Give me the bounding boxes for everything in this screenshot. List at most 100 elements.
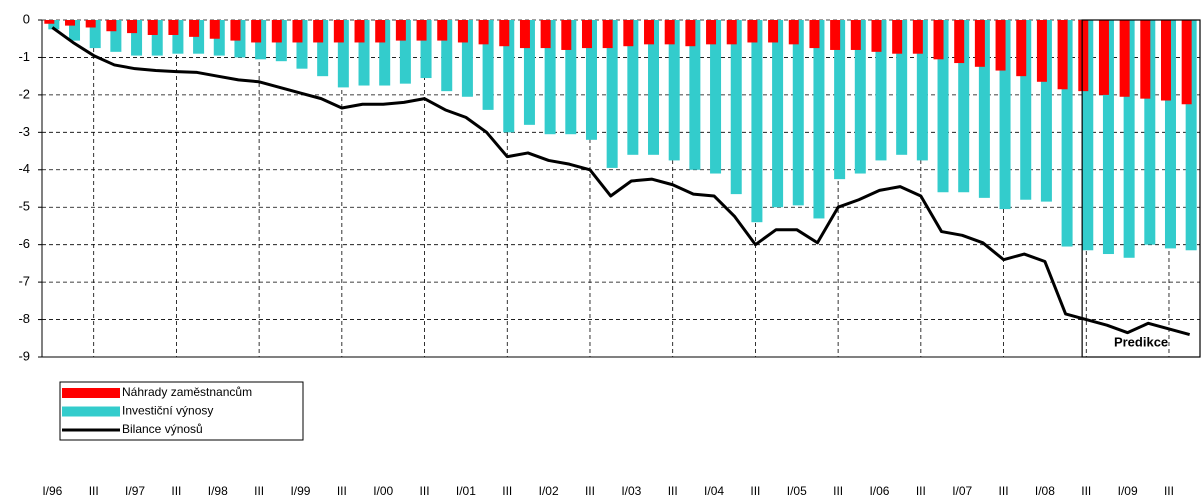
bar xyxy=(358,20,370,86)
x-tick-label: III xyxy=(750,484,760,498)
x-tick-label: I/99 xyxy=(290,484,310,498)
y-tick-label: 0 xyxy=(23,11,30,26)
bar xyxy=(933,20,944,60)
y-tick-label: -3 xyxy=(18,124,30,139)
x-tick-label: I/07 xyxy=(952,484,972,498)
bar xyxy=(871,20,882,52)
bar xyxy=(48,20,60,30)
bar xyxy=(147,20,158,35)
bar xyxy=(271,20,282,43)
legend-label: Bilance výnosů xyxy=(122,422,203,436)
x-tick-label: III xyxy=(999,484,1009,498)
bar xyxy=(561,20,572,50)
bar xyxy=(519,20,530,49)
x-tick-label: III xyxy=(1164,484,1174,498)
bar xyxy=(602,20,613,49)
bar xyxy=(958,20,970,193)
bar xyxy=(168,20,179,35)
bar xyxy=(313,20,324,43)
bar xyxy=(896,20,908,155)
bar xyxy=(768,20,779,43)
bar xyxy=(420,20,432,79)
x-tick-label: I/98 xyxy=(208,484,228,498)
bar xyxy=(809,20,820,49)
bar xyxy=(854,20,866,174)
bar xyxy=(441,20,453,92)
legend: Náhrady zaměstnancům Investiční výnosy Bil… xyxy=(59,381,304,441)
bar xyxy=(565,20,577,135)
bar xyxy=(1185,20,1197,251)
bar xyxy=(974,20,985,67)
x-tick-label: I/01 xyxy=(456,484,476,498)
bar xyxy=(503,20,515,133)
bar xyxy=(251,20,262,43)
y-tick-label: -6 xyxy=(18,236,30,251)
bar xyxy=(110,20,122,52)
bar xyxy=(1040,20,1052,202)
bar xyxy=(954,20,965,64)
bar xyxy=(395,20,406,41)
bar xyxy=(834,20,846,180)
lines xyxy=(51,26,1191,336)
bar xyxy=(772,20,784,208)
y-tick-label: -8 xyxy=(18,311,30,326)
x-tick-label: III xyxy=(1081,484,1091,498)
y-tick-label: -1 xyxy=(18,49,30,64)
bar xyxy=(1057,20,1068,90)
bar xyxy=(44,20,55,24)
line xyxy=(51,26,1191,336)
x-tick-label: III xyxy=(585,484,595,498)
x-tick-label: III xyxy=(89,484,99,498)
bar xyxy=(792,20,804,206)
bar xyxy=(710,20,722,174)
y-tick-label: -9 xyxy=(18,348,30,363)
bar xyxy=(788,20,799,45)
bar xyxy=(1181,20,1192,105)
bar xyxy=(230,20,241,41)
bar xyxy=(416,20,427,41)
legend-swatch xyxy=(62,406,120,417)
x-tick-label: III xyxy=(420,484,430,498)
bar xyxy=(627,20,639,155)
legend-swatch xyxy=(62,388,120,398)
prediction-box xyxy=(1081,19,1201,358)
bar xyxy=(830,20,841,50)
x-tick-label: III xyxy=(337,484,347,498)
bar xyxy=(89,20,101,49)
bar xyxy=(1160,20,1171,101)
bar xyxy=(937,20,949,193)
y-tick-label: -4 xyxy=(18,161,30,176)
x-tick-label: I/96 xyxy=(42,484,62,498)
bar xyxy=(689,20,701,170)
bar xyxy=(399,20,411,84)
legend-label: Náhrady zaměstnancům xyxy=(122,385,252,399)
bar xyxy=(379,20,391,86)
y-tick-label: -2 xyxy=(18,86,30,101)
bar xyxy=(581,20,592,49)
bar xyxy=(747,20,758,43)
bar xyxy=(85,20,96,28)
x-tick-label: I/08 xyxy=(1035,484,1055,498)
prediction-label: Predikce xyxy=(1114,334,1168,349)
bar xyxy=(875,20,887,161)
bar xyxy=(999,20,1011,210)
bar xyxy=(648,20,660,155)
bar xyxy=(892,20,903,54)
bar xyxy=(978,20,990,198)
bar xyxy=(106,20,117,32)
bar xyxy=(127,20,138,34)
bar xyxy=(482,20,494,110)
bars xyxy=(44,20,1197,258)
x-tick-label: I/00 xyxy=(373,484,393,498)
bar xyxy=(850,20,861,50)
bar xyxy=(585,20,597,140)
x-tick-label: III xyxy=(668,484,678,498)
x-tick-label: I/04 xyxy=(704,484,724,498)
bar xyxy=(813,20,825,219)
bar xyxy=(685,20,696,47)
bar xyxy=(69,20,81,41)
x-tick-label: III xyxy=(171,484,181,498)
bar xyxy=(1016,20,1027,77)
bar xyxy=(354,20,365,43)
